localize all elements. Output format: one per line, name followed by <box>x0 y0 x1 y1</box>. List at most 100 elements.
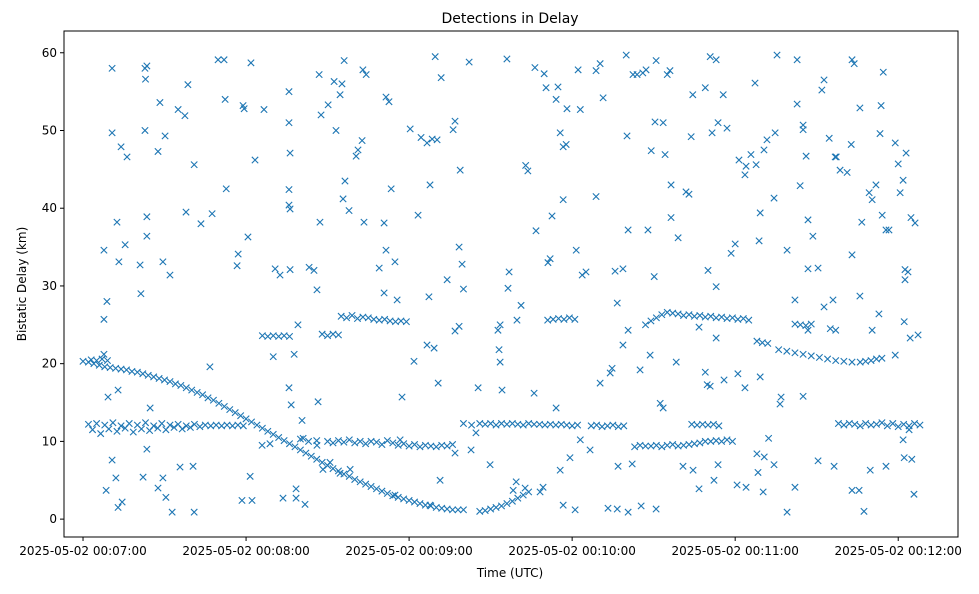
data-point <box>799 350 807 358</box>
data-point <box>548 212 556 220</box>
data-point <box>704 266 712 274</box>
chart-title: Detections in Delay <box>441 11 578 27</box>
x-axis-label: Time (UTC) <box>476 566 543 580</box>
data-point <box>406 125 414 133</box>
data-point <box>351 439 359 447</box>
data-point <box>334 437 343 445</box>
data-point <box>319 465 327 473</box>
data-point <box>382 93 390 101</box>
data-point <box>622 51 630 59</box>
data-point <box>872 181 880 189</box>
data-point <box>108 64 116 72</box>
data-point <box>304 437 313 445</box>
data-point <box>718 437 726 445</box>
data-point <box>443 276 451 284</box>
data-point <box>426 181 434 189</box>
data-point <box>455 243 463 251</box>
data-point <box>285 88 293 96</box>
data-point <box>291 443 299 451</box>
data-point <box>574 66 582 74</box>
data-point <box>336 469 344 477</box>
data-point <box>240 105 248 113</box>
data-point <box>340 56 348 65</box>
data-point <box>900 454 908 462</box>
data-point <box>286 205 294 213</box>
data-point <box>496 358 504 366</box>
data-point <box>701 437 709 445</box>
data-point <box>611 267 619 275</box>
data-point <box>708 129 716 137</box>
y-tick-label: 20 <box>42 357 57 371</box>
data-point <box>685 311 693 319</box>
data-point <box>608 364 616 372</box>
data-point <box>451 327 459 335</box>
data-point <box>313 286 321 294</box>
data-point <box>285 332 294 341</box>
data-point <box>143 213 151 221</box>
data-point <box>573 421 582 429</box>
data-point <box>910 490 918 498</box>
data-point <box>198 391 207 399</box>
data-point <box>514 494 522 502</box>
data-point <box>118 498 126 506</box>
data-point <box>100 350 108 358</box>
data-point <box>679 462 687 470</box>
data-point <box>326 458 334 466</box>
data-point <box>269 353 277 361</box>
data-point <box>258 441 266 449</box>
data-point <box>791 296 799 304</box>
data-point <box>178 425 186 433</box>
data-point <box>93 419 101 428</box>
data-point <box>623 132 631 140</box>
data-point <box>337 312 345 320</box>
data-point <box>112 474 120 482</box>
data-point <box>137 290 145 298</box>
data-point <box>451 449 459 457</box>
data-point <box>876 130 884 138</box>
data-point <box>908 455 916 463</box>
data-point <box>659 119 667 127</box>
data-point <box>197 220 205 228</box>
data-point <box>302 449 310 457</box>
data-point <box>832 153 840 161</box>
data-point <box>276 271 284 279</box>
data-point <box>855 486 863 494</box>
data-point <box>353 314 362 323</box>
data-point <box>459 506 468 514</box>
data-point <box>669 440 677 449</box>
data-point <box>423 139 431 147</box>
data-point <box>391 258 399 266</box>
data-point <box>372 438 381 446</box>
y-axis-label: Bistatic Delay (km) <box>15 227 29 342</box>
data-point <box>674 234 682 242</box>
data-point <box>889 419 897 428</box>
data-point <box>437 74 445 82</box>
data-point <box>911 219 919 227</box>
data-point <box>735 156 743 164</box>
data-point <box>596 60 604 68</box>
data-point <box>345 206 353 215</box>
data-point <box>596 379 604 387</box>
data-point <box>125 419 133 428</box>
data-point <box>503 499 511 508</box>
data-point <box>182 208 190 216</box>
data-point <box>104 393 112 401</box>
data-point <box>756 373 764 381</box>
data-point <box>652 314 660 322</box>
data-point <box>459 285 468 293</box>
x-axis-ticks: 2025-05-02 00:07:00 2025-05-02 00:08:00 20… <box>19 537 962 558</box>
data-point <box>636 366 644 374</box>
data-point <box>360 218 368 226</box>
data-point <box>848 56 856 64</box>
data-point <box>755 237 763 245</box>
data-point <box>559 196 567 204</box>
data-point <box>831 153 839 161</box>
data-point <box>650 273 658 281</box>
data-point <box>487 419 495 428</box>
data-point <box>358 137 366 145</box>
data-point <box>826 325 834 333</box>
data-point <box>416 499 424 508</box>
data-point <box>343 314 351 322</box>
data-point <box>742 162 750 170</box>
data-point <box>896 189 904 197</box>
